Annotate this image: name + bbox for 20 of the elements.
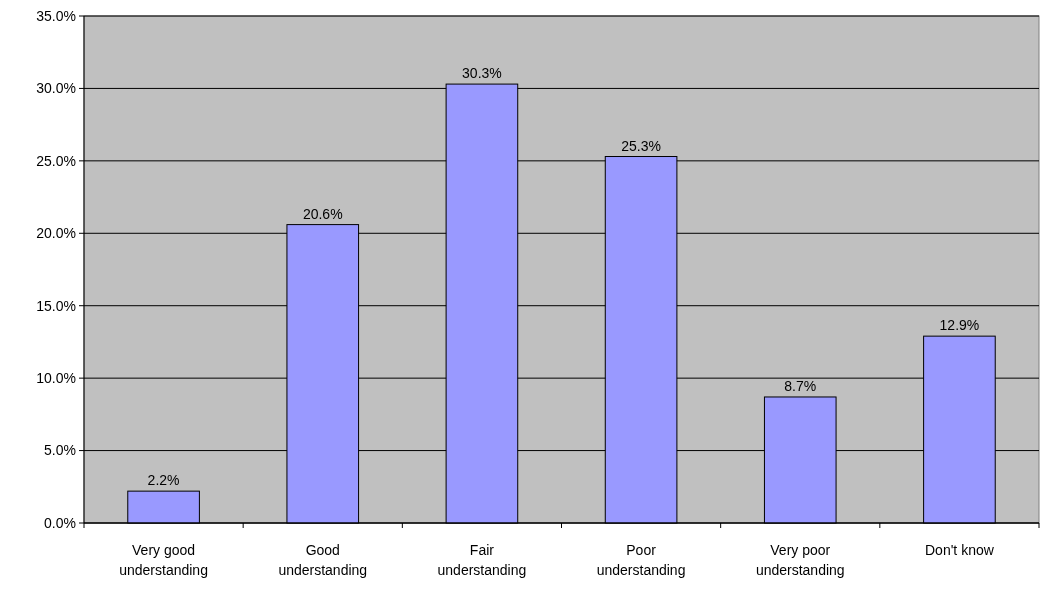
data-label: 25.3% (621, 137, 661, 154)
y-tick-label: 15.0% (36, 297, 76, 314)
data-label: 20.6% (302, 205, 343, 222)
x-tick-label: Fair understanding (437, 542, 527, 578)
data-label: 8.7% (784, 377, 817, 394)
y-tick-label: 30.0% (36, 80, 76, 97)
y-tick-label: 35.0% (36, 7, 76, 24)
data-label: 12.9% (939, 317, 980, 334)
x-tick-label: Good understanding (278, 542, 368, 578)
x-tick-label: Very good understanding (119, 542, 208, 578)
data-label: 2.2% (147, 472, 180, 489)
y-tick-label: 10.0% (36, 370, 76, 387)
y-tick-label: 20.0% (36, 225, 76, 242)
x-tick-label: Poor understanding (596, 542, 686, 578)
data-label: 30.3% (462, 65, 502, 82)
x-tick-label: Don't know (925, 542, 995, 558)
y-tick-label: 5.0% (44, 442, 76, 459)
x-tick-label: Very poor understanding (755, 542, 845, 578)
y-tick-label: 25.0% (36, 152, 76, 169)
y-tick-label: 0.0% (44, 514, 76, 531)
